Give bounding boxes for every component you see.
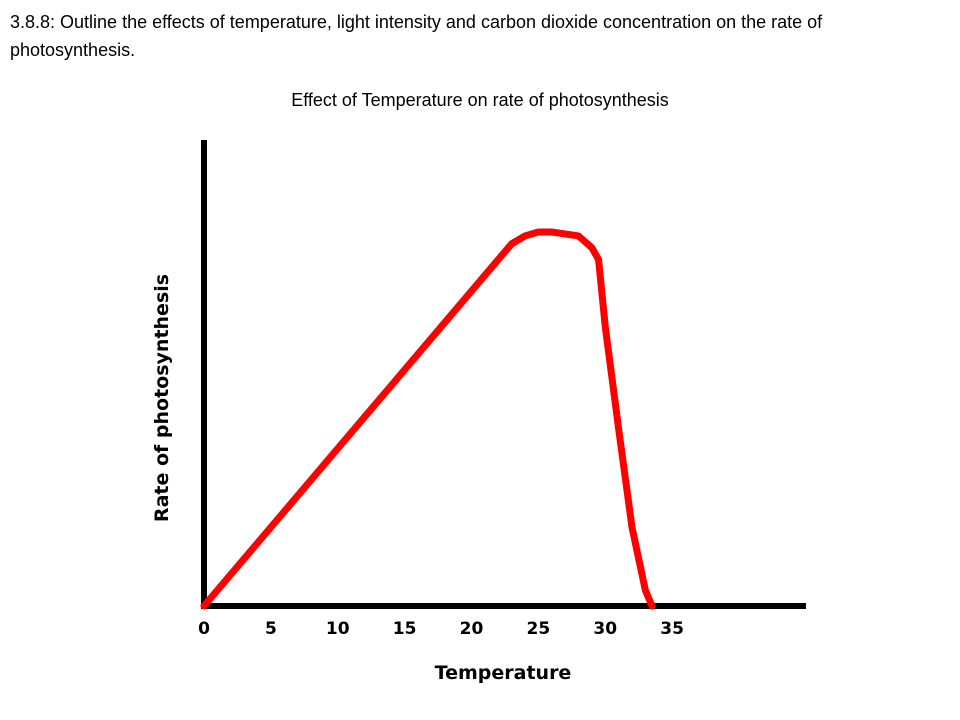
x-tick-label: 10 <box>326 619 350 639</box>
slide-heading: 3.8.8: Outline the effects of temperatur… <box>10 12 823 60</box>
chart-title: Effect of Temperature on rate of photosy… <box>291 90 669 110</box>
x-tick-label: 20 <box>460 619 484 639</box>
x-tick-label: 25 <box>527 619 551 639</box>
x-tick-label: 15 <box>393 619 417 639</box>
x-tick-label: 30 <box>593 619 617 639</box>
x-tick-label: 5 <box>265 619 277 639</box>
x-tick-label: 35 <box>660 619 684 639</box>
x-axis-label: Temperature <box>435 662 572 684</box>
temperature-rate-curve <box>200 228 656 610</box>
y-axis-label: Rate of photosynthesis <box>151 274 173 522</box>
x-tick-label: 0 <box>198 619 210 639</box>
